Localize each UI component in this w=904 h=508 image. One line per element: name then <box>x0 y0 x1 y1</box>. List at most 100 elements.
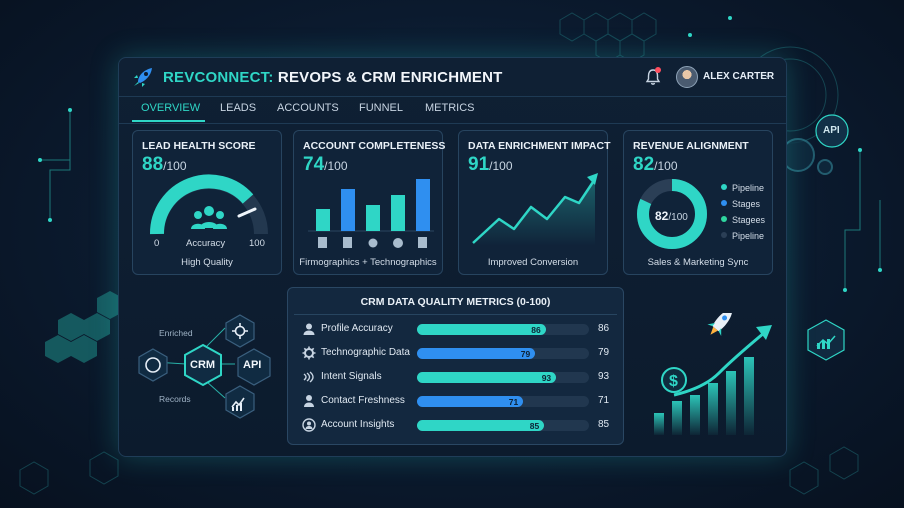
score-denominator: /100 <box>654 159 678 173</box>
card-title: ACCOUNT COMPLETENESS <box>303 140 446 152</box>
tab-metrics[interactable]: METRICS <box>425 102 475 114</box>
metric-inner-value: 79 <box>520 349 531 359</box>
metric-inner-value: 71 <box>508 397 519 407</box>
score-denominator: /100 <box>163 159 187 173</box>
card-title: DATA ENRICHMENT IMPACT <box>468 140 611 152</box>
svg-text:$: $ <box>669 373 678 390</box>
metric-label: Intent Signals <box>321 371 382 382</box>
revenue-donut-chart <box>637 179 707 249</box>
donut-center-value: 82/100 <box>655 207 688 225</box>
account-completeness-card[interactable]: ACCOUNT COMPLETENESS 74/100 Firmographic… <box>293 130 446 275</box>
building-icon <box>343 237 352 248</box>
metric-row[interactable]: Profile Accuracy 86 86 <box>288 320 623 338</box>
gear-hex <box>225 314 255 348</box>
user-icon <box>303 323 315 335</box>
metric-track: 86 <box>417 324 589 335</box>
metric-fill: 86 <box>417 324 546 335</box>
tab-accounts[interactable]: ACCOUNTS <box>277 102 339 114</box>
dollar-icon <box>661 367 687 393</box>
metric-row[interactable]: Technographic Data 79 79 <box>288 344 623 362</box>
metric-label: Contact Freshness <box>321 395 405 406</box>
tab-overview[interactable]: OVERVIEW <box>141 102 201 114</box>
chart-bar <box>416 179 430 231</box>
card-footer: Firmographics + Technographics <box>299 257 437 268</box>
chart-bar <box>341 189 355 231</box>
crm-hex-label[interactable]: CRM <box>190 359 216 371</box>
crm-hex <box>184 343 222 387</box>
api-hex-label[interactable]: API <box>243 359 262 371</box>
enrichment-trend-chart <box>472 173 598 246</box>
app-title: REVCONNECT: REVOPS & CRM ENRICHMENT <box>163 69 503 86</box>
chevron-down-icon[interactable]: ⌄ <box>764 70 773 81</box>
legend-label: Stages <box>732 199 761 209</box>
legend-item: Pipeline <box>721 183 764 193</box>
metric-fill: 79 <box>417 348 536 359</box>
card-footer: Sales & Marketing Sync <box>647 257 749 268</box>
panel-title: CRM DATA QUALITY METRICS (0-100) <box>360 296 551 308</box>
metric-track: 93 <box>417 372 589 383</box>
card-score: 88/100 <box>142 154 187 176</box>
app-title-brand: REVCONNECT: <box>163 69 274 86</box>
legend-swatch <box>721 216 727 222</box>
legend-label: Pipeline <box>732 183 765 193</box>
metric-inner-value: 85 <box>529 421 540 431</box>
person-icon <box>304 395 314 407</box>
gauge-center-label: Accuracy <box>186 238 226 249</box>
score-denominator: /100 <box>489 159 513 173</box>
users-icon <box>191 206 227 229</box>
user-name[interactable]: ALEX CARTER <box>703 71 775 82</box>
gear-icon <box>234 325 246 337</box>
tab-funnel[interactable]: FUNNEL <box>359 102 404 114</box>
api-hex <box>237 348 271 386</box>
card-title: LEAD HEALTH SCORE <box>142 140 256 152</box>
building-icon <box>418 237 427 248</box>
metric-label: Profile Accuracy <box>321 323 393 334</box>
metric-fill: 93 <box>417 372 557 383</box>
chart-hex <box>225 385 255 419</box>
rocket-icon <box>134 68 152 87</box>
signal-icon <box>303 371 314 383</box>
tab-divider <box>119 123 786 124</box>
growth-illustration: $ <box>654 313 772 435</box>
tab-bar: OVERVIEW LEADS ACCOUNTS FUNNEL METRICS <box>119 97 786 123</box>
metric-fill: 71 <box>417 396 524 407</box>
legend-swatch <box>721 184 727 190</box>
revenue-alignment-card[interactable]: REVENUE ALIGNMENT 82/100 82/100 Pipeline… <box>623 130 773 275</box>
crm-network-diagram <box>138 314 271 419</box>
search-user-icon <box>302 418 316 432</box>
api-badge-label: API <box>823 125 840 136</box>
avatar[interactable] <box>676 66 698 88</box>
metric-row[interactable]: Account Insights 85 85 <box>288 416 623 434</box>
card-title: REVENUE ALIGNMENT <box>633 140 749 152</box>
lead-health-card[interactable]: LEAD HEALTH SCORE 88/100 0 Accuracy 100 … <box>132 130 282 275</box>
active-tab-indicator <box>132 120 205 122</box>
gauge-min: 0 <box>154 238 160 249</box>
metric-label: Technographic Data <box>321 347 410 358</box>
metric-track: 85 <box>417 420 589 431</box>
metric-row[interactable]: Intent Signals 93 93 <box>288 368 623 386</box>
enrichment-impact-card[interactable]: DATA ENRICHMENT IMPACT 91/100 Improved C… <box>458 130 611 275</box>
legend-swatch <box>721 200 727 206</box>
notification-dot <box>655 67 661 73</box>
bar-chart-icon <box>232 407 234 411</box>
tab-leads[interactable]: LEADS <box>220 102 257 114</box>
metric-value: 85 <box>598 419 610 430</box>
metric-row[interactable]: Contact Freshness 71 71 <box>288 392 623 410</box>
title-divider <box>119 96 786 97</box>
arrow-up-icon <box>756 325 772 340</box>
card-score: 91/100 <box>468 154 513 176</box>
metric-value: 86 <box>598 323 610 334</box>
app-window: REVCONNECT: REVOPS & CRM ENRICHMENT ALEX… <box>118 57 787 457</box>
metric-value: 79 <box>598 347 610 358</box>
metric-value: 93 <box>598 371 610 382</box>
sync-icon <box>145 357 161 373</box>
metric-track: 71 <box>417 396 589 407</box>
building-icon <box>318 237 327 248</box>
score-value: 91 <box>468 154 490 175</box>
rocket-icon <box>707 313 733 336</box>
score-value: 82 <box>633 154 655 175</box>
metric-inner-value: 86 <box>531 325 541 335</box>
metric-track: 79 <box>417 348 589 359</box>
legend-swatch <box>721 232 727 238</box>
metric-fill: 85 <box>417 420 545 431</box>
